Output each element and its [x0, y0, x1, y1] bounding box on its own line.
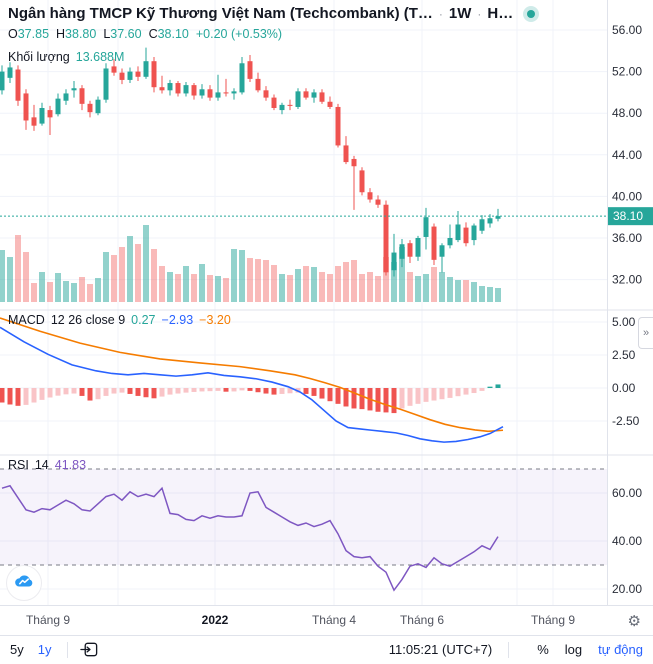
macd-line — [0, 326, 504, 443]
rsi-indicator-row: RSI 14 41.83 — [8, 458, 92, 472]
axis-label: 52.00 — [612, 65, 642, 79]
axis-label: 56.00 — [612, 23, 642, 37]
macd-signal-value: −3.20 — [199, 313, 231, 327]
time-axis-label: 2022 — [201, 613, 229, 627]
title-separator: · — [438, 6, 443, 21]
change-value: +0.20 (+0.53%) — [195, 27, 283, 41]
axis-label: -2.50 — [612, 414, 640, 428]
macd-hist-value: 0.27 — [131, 313, 156, 327]
rsi-label: RSI — [8, 458, 29, 472]
volume-value: 13.688M — [75, 50, 125, 64]
market-status-dot-icon — [527, 9, 536, 18]
toolbar-divider — [67, 641, 69, 658]
volume-indicator-row: Khối lượng 13.688M — [8, 50, 124, 64]
bottom-toolbar: 5y 1y 11:05:21 (UTC+7) % log tự động — [0, 635, 653, 663]
macd-line-value: −2.93 — [161, 313, 194, 327]
clock-readout[interactable]: 11:05:21 (UTC+7) — [388, 642, 493, 657]
time-axis-label: Tháng 9 — [530, 613, 576, 627]
volume-label: Khối lượng — [8, 50, 70, 64]
high-label: H — [56, 27, 66, 41]
rsi-period: 14 — [34, 458, 49, 472]
axis-label: 32.00 — [612, 273, 642, 287]
rsi-line — [1, 484, 499, 592]
ohlc-values: O37.85 H38.80 L37.60 C38.10 +0.20 (+0.53%) — [8, 27, 289, 41]
broker-logo-button[interactable] — [6, 565, 42, 601]
calendar-arrow-icon — [80, 642, 98, 657]
macd-label: MACD — [8, 313, 45, 327]
percent-scale-button[interactable]: % — [537, 642, 549, 657]
macd-indicator-row: MACD 12 26 close 9 0.27 −2.93 −3.20 — [8, 313, 237, 327]
macd-signal-line — [0, 317, 504, 433]
time-axis-label: Tháng 4 — [311, 613, 357, 627]
low-label: L — [103, 27, 111, 41]
symbol-title[interactable]: Ngân hàng TMCP Kỹ Thương Việt Nam (Techc… — [8, 5, 433, 22]
low-value: 37.60 — [110, 27, 142, 41]
current-price-badge-text: 38.10 — [613, 209, 643, 223]
axis-label: 0.00 — [612, 381, 636, 395]
axis-label: 36.00 — [612, 231, 642, 245]
interval-label[interactable]: 1W — [448, 5, 472, 22]
axis-label: 40.00 — [612, 534, 642, 548]
range-5y-button[interactable]: 5y — [10, 642, 24, 657]
macd-params: 12 26 close 9 — [50, 313, 126, 327]
rsi-value: 41.83 — [54, 458, 87, 472]
axis-label: 60.00 — [612, 486, 642, 500]
axis-label: 44.00 — [612, 148, 642, 162]
axis-label: 5.00 — [612, 315, 636, 329]
go-to-date-button[interactable] — [80, 640, 99, 659]
close-value: 38.10 — [157, 27, 189, 41]
gear-icon[interactable]: ⚙ — [627, 613, 641, 630]
time-axis-label: Tháng 9 — [25, 613, 71, 627]
chart-canvas[interactable]: 56.00 52.00 48.00 44.00 40.00 36.00 32.00 5.00 2… — [0, 0, 653, 605]
range-controls: 5y 1y — [10, 640, 99, 659]
toolbar-divider — [508, 641, 510, 658]
chevron-right-icon: » — [642, 327, 650, 339]
open-label: O — [8, 27, 18, 41]
rsi-band — [0, 469, 607, 565]
time-axis-label: Tháng 6 — [399, 613, 445, 627]
price-axis[interactable]: 56.00 52.00 48.00 44.00 40.00 36.00 32.00 5.00 2… — [612, 23, 642, 596]
range-1y-button[interactable]: 1y — [37, 642, 52, 657]
cloud-chart-icon — [15, 575, 33, 587]
pane-collapse-button[interactable]: » — [638, 317, 653, 349]
auto-scale-button[interactable]: tự động — [598, 642, 643, 657]
scale-controls: 11:05:21 (UTC+7) % log tự động — [388, 641, 643, 658]
symbol-header[interactable]: Ngân hàng TMCP Kỹ Thương Việt Nam (Techc… — [8, 5, 536, 22]
log-scale-button[interactable]: log — [564, 642, 583, 657]
candles — [0, 47, 501, 277]
axis-label: 2.50 — [612, 348, 636, 362]
axis-label: 40.00 — [612, 189, 642, 203]
axis-label: 20.00 — [612, 582, 642, 596]
title-separator: · — [477, 6, 482, 21]
volume-bars — [0, 225, 501, 302]
high-value: 38.80 — [65, 27, 97, 41]
axis-label: 48.00 — [612, 106, 642, 120]
time-axis[interactable]: ⚙ Tháng 9 2022 Tháng 4 Tháng 6 Tháng 9 — [0, 605, 653, 636]
close-label: C — [148, 27, 158, 41]
current-price-badge — [608, 207, 653, 226]
macd-histogram — [0, 384, 501, 414]
chart-style-label[interactable]: H… — [487, 5, 514, 22]
open-value: 37.85 — [17, 27, 50, 41]
